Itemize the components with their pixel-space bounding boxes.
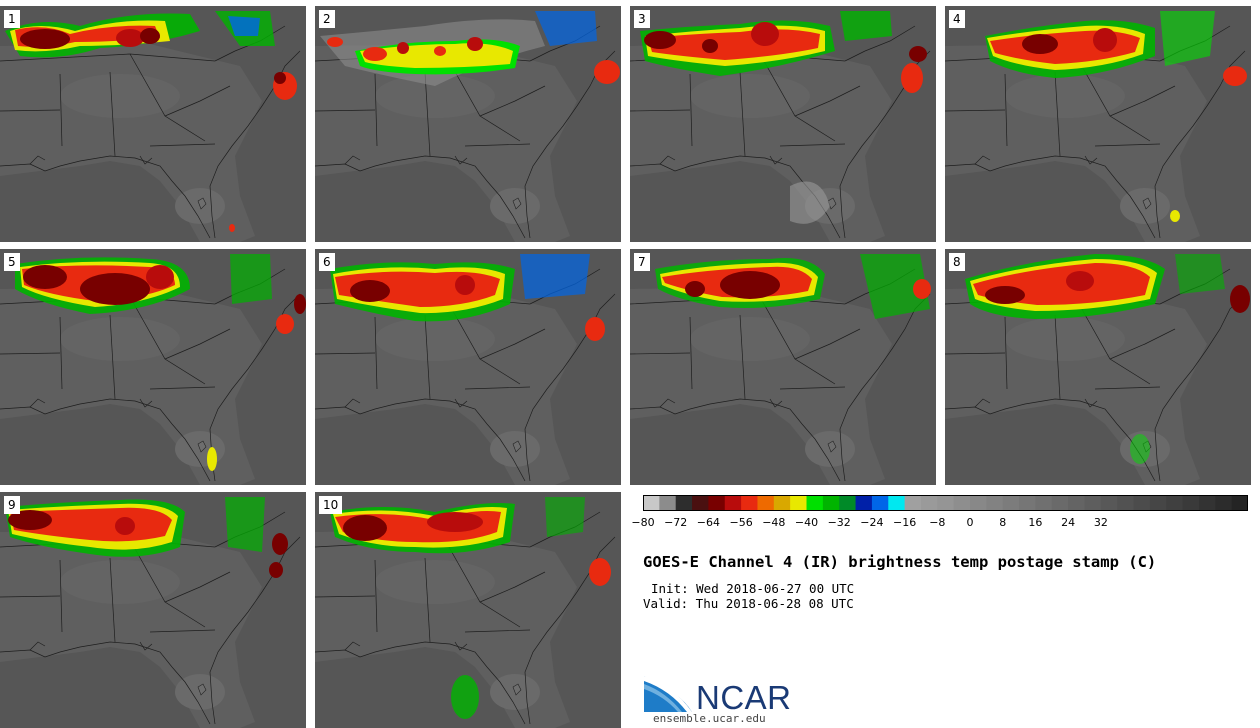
stamp-panel-7: 7 [630,249,936,485]
panel-label: 6 [319,253,335,271]
map-svg [630,6,936,242]
panel-label: 1 [4,10,20,28]
stamp-panel-4: 4 [945,6,1251,242]
colorbar-tick-label: −32 [827,516,851,529]
map-svg [945,249,1251,485]
colorbar-tick-label: −24 [860,516,884,529]
colorbar-tick-label: −48 [762,516,786,529]
stamp-panel-8: 8 [945,249,1251,485]
map-svg [0,249,306,485]
stamp-panel-5: 5 [0,249,306,485]
colorbar-swatch [1019,495,1036,511]
colorbar-swatch [822,495,840,511]
stamp-panel-10: 10 [315,492,621,728]
colorbar-swatch [773,495,791,511]
colorbar-swatch [643,495,660,511]
map-svg [0,492,306,728]
map-svg [0,6,306,242]
panel-label: 5 [4,253,20,271]
panel-label: 3 [634,10,650,28]
colorbar-swatch [806,495,824,511]
colorbar-swatch [970,495,987,511]
stamp-panel-6: 6 [315,249,621,485]
colorbar-swatch [724,495,742,511]
colorbar-swatch [659,495,677,511]
init-time: Init: Wed 2018-06-27 00 UTC [651,581,855,596]
colorbar-swatch [920,495,938,511]
colorbar-swatch [1100,495,1118,511]
panel-label: 7 [634,253,650,271]
colorbar-tick-label: 16 [1028,516,1043,529]
colorbar-swatch [871,495,889,511]
colorbar-swatch [675,495,693,511]
colorbar-swatch [1231,495,1248,511]
colorbar-swatch [953,495,971,511]
colorbar-swatch [1117,495,1135,511]
panel-label: 9 [4,496,20,514]
colorbar-tick-label: −40 [794,516,819,529]
colorbar-outline [643,495,1248,511]
colorbar-swatch [1051,495,1069,511]
colorbar-swatch [692,495,709,511]
colorbar-swatch [986,495,1004,511]
colorbar-tick-label: −8 [929,516,946,529]
colorbar-swatch [1198,495,1216,511]
panel-label: 4 [949,10,965,28]
colorbar-swatch [1149,495,1167,511]
colorbar-swatch [1133,495,1151,511]
valid-time: Valid: Thu 2018-06-28 08 UTC [643,596,854,611]
colorbar-swatch [1215,495,1233,511]
map-svg [945,6,1251,242]
colorbar-swatch [1035,495,1053,511]
ncar-logo-icon [644,676,692,712]
colorbar-swatch [790,495,808,511]
colorbar-swatch [708,495,726,511]
colorbar-swatch [855,495,873,511]
colorbar-tick-label: −56 [729,516,753,529]
stamp-panel-1: 1 [0,6,306,242]
colorbar-swatch [839,495,857,511]
map-svg [315,249,621,485]
colorbar-swatch [904,495,922,511]
panel-label: 10 [319,496,343,514]
colorbar-swatch [1166,495,1184,511]
colorbar-tick-label: 24 [1061,516,1076,529]
map-svg [315,492,621,728]
colorbar-tick-label: 32 [1093,516,1108,529]
stamp-panel-3: 3 [630,6,936,242]
stamp-panel-2: 2 [315,6,621,242]
colorbar-tick-label: −16 [893,516,917,529]
colorbar-swatch [888,495,906,511]
colorbar-tick-label: −80 [631,516,655,529]
logo-url: ensemble.ucar.edu [653,712,766,725]
logo-name: NCAR [696,679,792,716]
colorbar-tick-label: −72 [664,516,688,529]
panel-label: 2 [319,10,335,28]
figure-title: GOES-E Channel 4 (IR) brightness temp po… [643,553,1157,571]
colorbar-swatch [937,495,955,511]
colorbar-swatch [1182,495,1200,511]
colorbar [643,495,1248,511]
panel-label: 8 [949,253,965,271]
map-svg [630,249,936,485]
stamp-panel-9: 9 [0,492,306,728]
colorbar-swatch [1002,495,1020,511]
map-svg [315,6,621,242]
colorbar-tick-label: −64 [696,516,720,529]
colorbar-swatch [741,495,758,511]
colorbar-swatch [1068,495,1085,511]
colorbar-swatch [757,495,775,511]
colorbar-tick-label: 8 [999,516,1007,529]
colorbar-swatch [1084,495,1102,511]
colorbar-tick-label: 0 [966,516,974,529]
